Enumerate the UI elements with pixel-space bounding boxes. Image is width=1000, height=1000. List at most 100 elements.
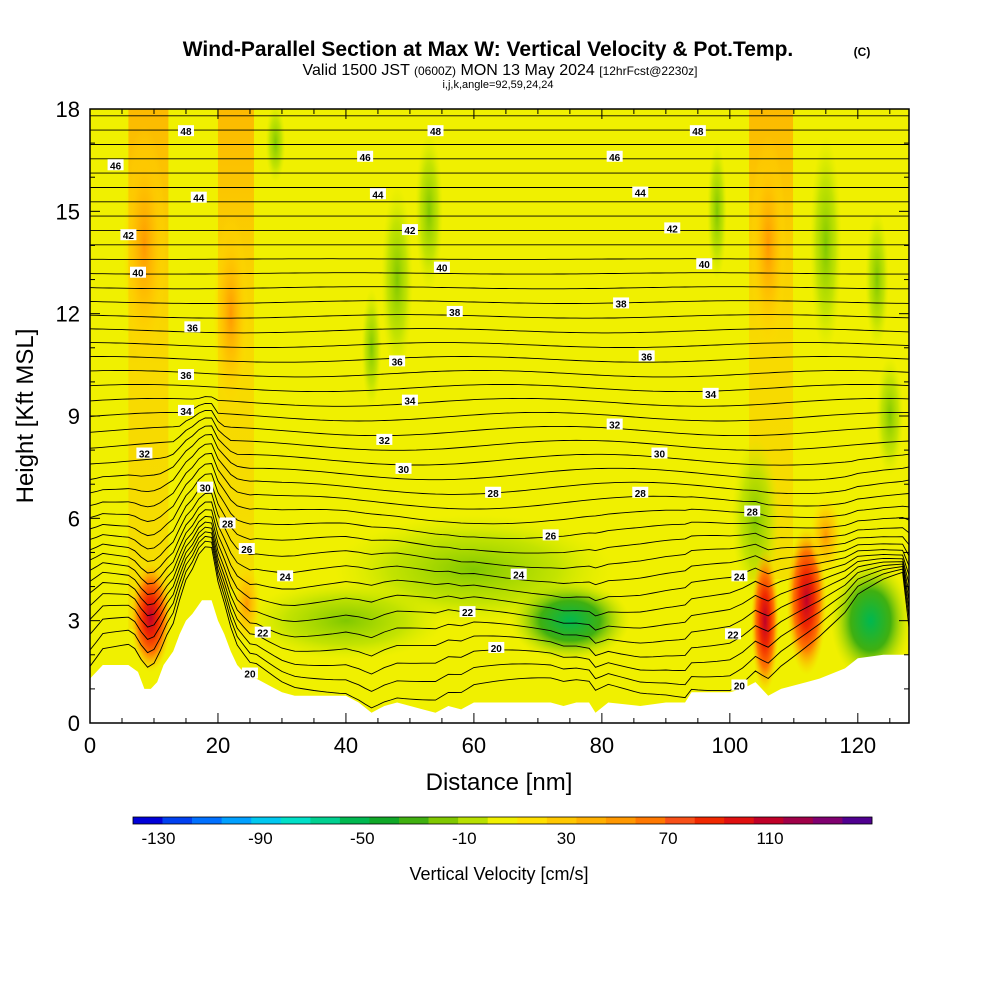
isentrope-0: [90, 546, 909, 709]
contour-label-bg: [389, 355, 406, 367]
contour-label-text: 24: [513, 571, 525, 582]
x-tick-label: 60: [462, 733, 486, 758]
velocity-shading-12: [245, 580, 446, 661]
velocity-shading-4: [361, 287, 382, 408]
contour-label-33: 28: [744, 505, 761, 519]
colorbar-swatch: [458, 817, 489, 824]
colorbar-tick-label: -50: [350, 829, 375, 848]
colorbar-tick-label: -90: [248, 829, 273, 848]
contour-label-text: 26: [241, 545, 253, 556]
valid-time: Valid 1500 JST: [303, 62, 411, 79]
colorbar-swatch: [694, 817, 725, 824]
terrain-mask: [90, 600, 909, 723]
isentrope-4: [90, 526, 909, 644]
contour-label-text: 30: [398, 465, 410, 476]
contour-label-24: 32: [136, 447, 153, 461]
y-tick-label: 15: [56, 199, 80, 224]
contour-label-text: 22: [727, 630, 739, 641]
colorbar-tick-label: -10: [452, 829, 477, 848]
contour-label-text: 34: [180, 407, 192, 418]
contour-label-16: 38: [613, 297, 630, 310]
isentrope-23: [90, 356, 909, 363]
contour-label-25: 32: [376, 433, 393, 447]
contour-label-bg: [376, 433, 393, 445]
contour-label-text: 34: [705, 390, 717, 401]
contour-label-bg: [219, 517, 236, 529]
contour-label-bg: [696, 258, 713, 270]
colorbar-swatch: [724, 817, 755, 824]
x-tick-label: 40: [334, 733, 358, 758]
isentrope-18: [90, 410, 909, 437]
velocity-shading-13: [509, 580, 630, 661]
contour-label-bg: [197, 481, 214, 493]
x-tick-label: 80: [590, 733, 614, 758]
colorbar: [132, 816, 873, 825]
colorbar-swatch: [162, 817, 193, 824]
contour-label-36: 24: [277, 570, 294, 583]
x-tick-labels: 0 20 40 60 80 100 120: [84, 733, 876, 758]
copyright-mark: (C): [854, 45, 871, 59]
contour-label-13: 40: [433, 261, 450, 275]
x-tick-label: 0: [84, 733, 96, 758]
colorbar-label: Vertical Velocity [cm/s]: [409, 864, 588, 884]
contour-label-text: 48: [430, 127, 442, 138]
contour-label-bg: [542, 529, 559, 541]
contour-label-bg: [488, 641, 505, 653]
contour-label-bg: [632, 186, 649, 198]
contour-label-23: 34: [702, 387, 719, 401]
contour-label-text: 32: [139, 450, 151, 461]
isentrope-13: [90, 452, 909, 510]
contour-label-bg: [744, 505, 761, 517]
x-axis-label: Distance [nm]: [426, 769, 573, 796]
contour-label-text: 42: [667, 224, 679, 235]
colorbar-swatch: [369, 817, 400, 824]
contour-label-bg: [606, 150, 623, 162]
isentrope-12: [90, 463, 909, 525]
contour-label-bg: [357, 150, 374, 162]
colorbar-swatch: [517, 817, 548, 824]
colorbar-swatch: [280, 817, 311, 824]
colorbar-swatch: [812, 817, 843, 824]
contour-label-27: 30: [197, 481, 214, 495]
contour-label-text: 46: [360, 153, 372, 164]
contour-label-bg: [446, 305, 463, 317]
axis-ticks: [89, 108, 909, 724]
contour-label-26: 32: [606, 418, 623, 432]
contour-label-text: 48: [180, 127, 192, 138]
contour-label-bg: [401, 224, 418, 236]
isentrope-22: [90, 370, 909, 378]
grid-params: i,j,k,angle=92,59,24,24: [442, 79, 553, 91]
isentrope-7: [90, 509, 909, 602]
contour-label-text: 20: [734, 681, 746, 692]
contour-label-text: 44: [635, 189, 647, 200]
colorbar-swatch: [783, 817, 814, 824]
contour-label-2: 48: [689, 125, 706, 138]
x-tick-label: 20: [206, 733, 230, 758]
isentrope-1: [90, 540, 909, 692]
y-tick-labels: 0 3 6 9 12 15 18: [56, 97, 80, 736]
contour-label-bg: [632, 486, 649, 498]
contour-label-8: 44: [632, 186, 649, 200]
x-tick-label: 120: [839, 733, 876, 758]
velocity-shading-23: [809, 495, 842, 576]
contour-label-bg: [241, 667, 258, 679]
contour-label-text: 40: [132, 269, 144, 280]
contour-label-bg: [120, 229, 137, 241]
isentrope-26: [90, 314, 909, 319]
contour-label-18: 36: [389, 355, 406, 368]
contour-label-20: 36: [177, 369, 194, 382]
colorbar-swatch: [192, 817, 222, 824]
contour-label-text: 26: [545, 531, 557, 542]
contour-label-text: 20: [491, 644, 503, 655]
contour-label-text: 24: [734, 572, 746, 583]
contour-label-42: 20: [241, 667, 258, 681]
contour-label-text: 30: [200, 484, 212, 495]
contour-label-41: 22: [725, 628, 742, 641]
isentrope-21: [90, 384, 909, 393]
colorbar-tick-label: -130: [141, 829, 175, 848]
contour-label-17: 36: [184, 321, 201, 334]
colorbar-swatch: [665, 817, 695, 824]
colorbar-tick-label: 110: [757, 829, 784, 848]
y-tick-label: 9: [68, 404, 80, 429]
